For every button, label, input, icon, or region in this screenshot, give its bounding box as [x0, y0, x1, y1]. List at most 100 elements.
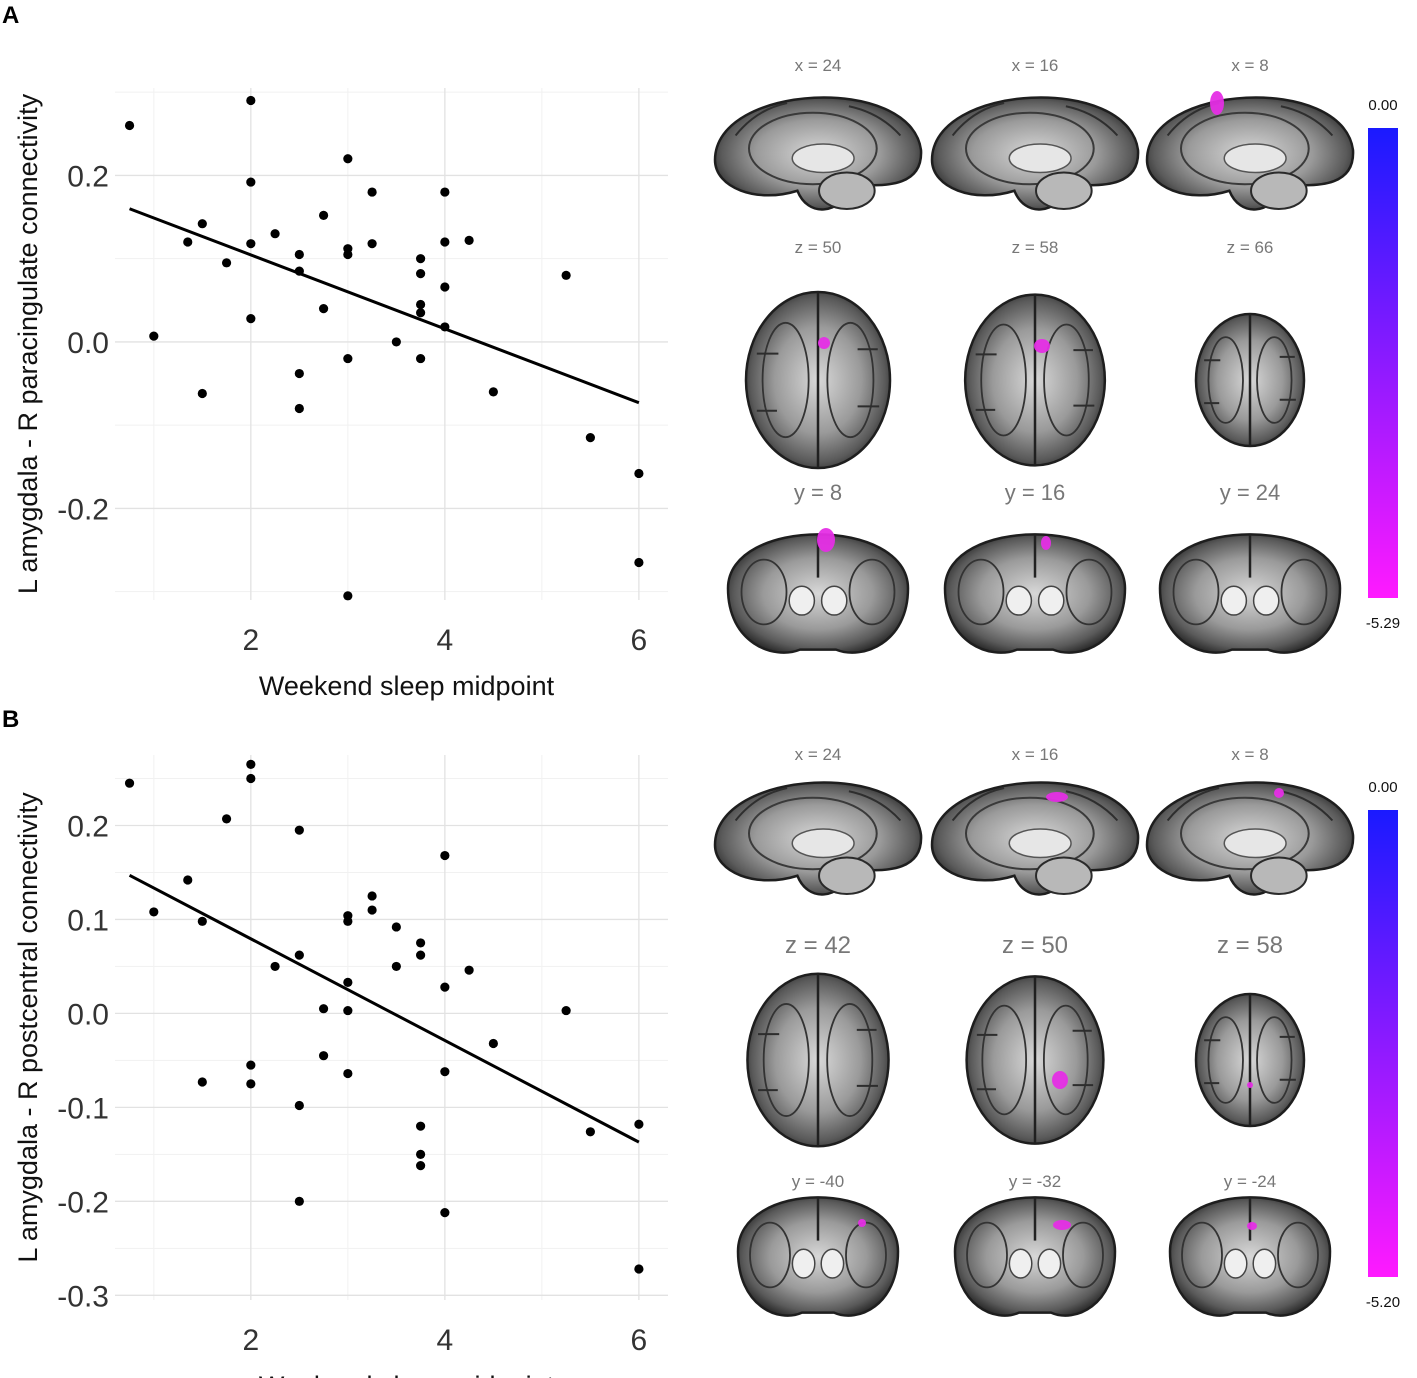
colorbar-max-label: 0.00 — [1368, 97, 1397, 114]
data-point — [197, 219, 207, 229]
slice-coordinate-label: x = 8 — [1231, 745, 1268, 764]
brain-slice-sag — [1145, 96, 1355, 211]
data-point — [391, 922, 401, 932]
slice-coordinate-label: y = -40 — [792, 1172, 844, 1191]
brain-slice-sag — [930, 781, 1140, 896]
colorbar-min-label: -5.20 — [1366, 1294, 1400, 1311]
slice-coordinate-label: y = 8 — [794, 480, 842, 505]
slice-coordinate-label: z = 50 — [795, 238, 842, 257]
data-point — [440, 1067, 450, 1077]
brain-slice-sag — [713, 96, 923, 211]
y-tick-label: 0.1 — [67, 904, 109, 937]
colorbar — [1368, 128, 1398, 598]
data-point — [416, 254, 426, 264]
activation-cluster — [858, 1219, 866, 1227]
activation-cluster — [1210, 91, 1224, 115]
data-point — [246, 773, 256, 784]
data-point — [246, 1060, 256, 1070]
data-point — [416, 308, 426, 318]
data-point — [367, 891, 377, 901]
data-point — [197, 916, 207, 926]
brain-slice-cor — [943, 533, 1127, 654]
colorbar — [1368, 810, 1398, 1277]
data-point — [440, 982, 450, 992]
brain-slice-cor — [953, 1196, 1117, 1317]
brain-slice-cor — [1168, 1196, 1332, 1317]
slice-coordinate-label: z = 58 — [1012, 238, 1059, 257]
brain-panel-0: x = 24 x = 16 x = 8 z = 50 z = 58 z = 66 y = 8… — [713, 56, 1400, 654]
data-point — [561, 1005, 571, 1016]
data-point — [367, 239, 377, 249]
data-point — [343, 1005, 353, 1016]
data-point — [440, 282, 450, 292]
data-point — [367, 905, 377, 915]
data-point — [221, 814, 232, 824]
data-point — [318, 304, 329, 314]
brain-slice-axial — [1194, 992, 1306, 1128]
data-point — [585, 433, 595, 443]
activation-cluster — [1052, 1071, 1068, 1089]
data-point — [124, 778, 135, 788]
brain-slice-sag — [713, 781, 923, 896]
data-point — [294, 368, 304, 379]
data-point — [634, 1119, 644, 1129]
scatter-chart-1: 2 4 6 -0.3 -0.2 -0.1 0.0 0.1 0.2 Weekend sleep mi… — [13, 755, 668, 1378]
data-point — [246, 759, 256, 769]
data-point — [246, 1079, 256, 1089]
slice-coordinate-label: z = 58 — [1217, 932, 1283, 959]
data-point — [343, 916, 353, 926]
x-tick-label: 4 — [437, 1324, 454, 1357]
slice-coordinate-label: x = 24 — [795, 56, 842, 75]
data-point — [416, 299, 426, 310]
y-tick-label: -0.2 — [57, 1186, 109, 1219]
data-point — [294, 825, 304, 835]
data-point — [318, 210, 329, 220]
data-point — [585, 1127, 595, 1137]
data-point — [270, 229, 280, 239]
data-point — [634, 468, 644, 479]
brain-slice-cor — [726, 533, 910, 654]
data-point — [318, 1004, 329, 1014]
activation-cluster — [817, 528, 835, 552]
data-point — [634, 557, 644, 568]
data-point — [440, 850, 450, 861]
y-tick-label: 0.0 — [67, 998, 109, 1031]
activation-cluster — [818, 337, 830, 349]
slice-coordinate-label: y = 24 — [1220, 480, 1281, 505]
data-point — [270, 961, 280, 972]
data-point — [246, 314, 256, 324]
slice-coordinate-label: z = 42 — [785, 932, 851, 959]
brain-slice-axial — [965, 975, 1105, 1145]
activation-cluster — [1046, 792, 1068, 802]
slice-coordinate-label: x = 16 — [1012, 56, 1059, 75]
data-point — [294, 950, 304, 960]
brain-slice-axial — [744, 290, 892, 470]
data-point — [343, 591, 353, 601]
colorbar-max-label: 0.00 — [1368, 779, 1397, 796]
slice-coordinate-label: x = 16 — [1012, 745, 1059, 764]
data-point — [197, 388, 207, 399]
data-point — [318, 1051, 329, 1061]
data-point — [440, 322, 450, 332]
activation-cluster — [1053, 1220, 1071, 1230]
slice-coordinate-label: y = 16 — [1005, 480, 1066, 505]
brain-slice-cor — [1158, 533, 1342, 654]
activation-cluster — [1041, 536, 1051, 550]
slice-coordinate-label: z = 66 — [1227, 238, 1274, 257]
slice-coordinate-label: x = 8 — [1231, 56, 1268, 75]
x-tick-label: 2 — [242, 624, 259, 657]
data-point — [416, 1149, 426, 1159]
slice-coordinate-label: x = 24 — [795, 745, 842, 764]
data-point — [343, 249, 353, 260]
y-tick-label: -0.1 — [57, 1092, 109, 1125]
activation-cluster — [1274, 788, 1284, 798]
activation-cluster — [1247, 1222, 1257, 1230]
data-point — [294, 403, 304, 414]
data-point — [294, 1196, 304, 1206]
regression-line — [129, 207, 640, 405]
activation-cluster — [1247, 1082, 1253, 1088]
data-point — [294, 249, 304, 260]
brain-slice-sag — [930, 96, 1140, 211]
data-point — [246, 239, 256, 249]
